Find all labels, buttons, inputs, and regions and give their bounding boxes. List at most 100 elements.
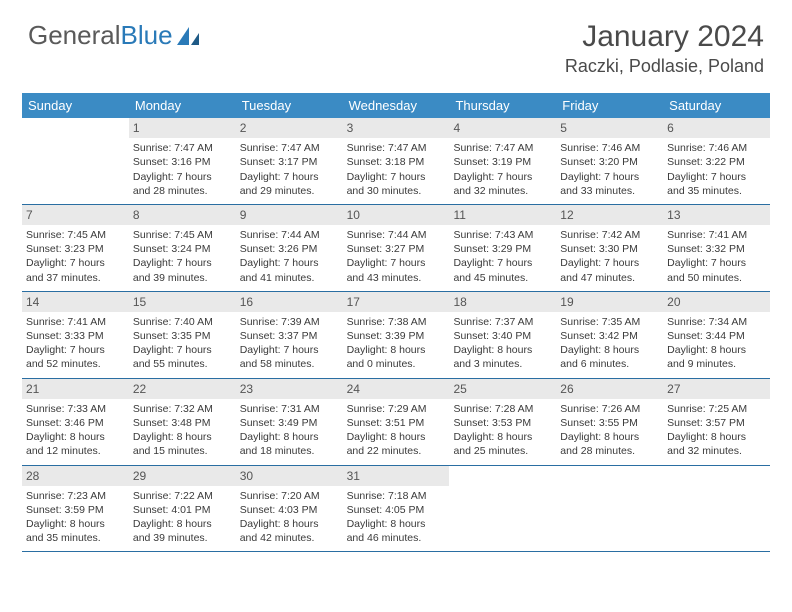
sunset-text: Sunset: 3:27 PM [347,242,446,256]
day-number: 31 [343,466,450,486]
week-row: 7Sunrise: 7:45 AMSunset: 3:23 PMDaylight… [22,205,770,292]
day-cell: 27Sunrise: 7:25 AMSunset: 3:57 PMDayligh… [663,379,770,465]
daylight-text: Daylight: 7 hours and 35 minutes. [667,170,766,198]
sunrise-text: Sunrise: 7:39 AM [240,315,339,329]
sunrise-text: Sunrise: 7:22 AM [133,489,232,503]
sunset-text: Sunset: 3:22 PM [667,155,766,169]
week-row: 1Sunrise: 7:47 AMSunset: 3:16 PMDaylight… [22,118,770,205]
sunset-text: Sunset: 3:18 PM [347,155,446,169]
day-number: 4 [449,118,556,138]
daylight-text: Daylight: 7 hours and 37 minutes. [26,256,125,284]
sunset-text: Sunset: 3:32 PM [667,242,766,256]
day-number: 1 [129,118,236,138]
sunrise-text: Sunrise: 7:34 AM [667,315,766,329]
daylight-text: Daylight: 7 hours and 28 minutes. [133,170,232,198]
daylight-text: Daylight: 8 hours and 32 minutes. [667,430,766,458]
weekday-mon: Monday [129,93,236,118]
sunset-text: Sunset: 3:33 PM [26,329,125,343]
month-title: January 2024 [565,20,764,54]
day-cell: 31Sunrise: 7:18 AMSunset: 4:05 PMDayligh… [343,466,450,552]
day-cell [556,466,663,552]
weekday-sat: Saturday [663,93,770,118]
sunrise-text: Sunrise: 7:33 AM [26,402,125,416]
daylight-text: Daylight: 8 hours and 42 minutes. [240,517,339,545]
day-cell: 17Sunrise: 7:38 AMSunset: 3:39 PMDayligh… [343,292,450,378]
daylight-text: Daylight: 7 hours and 55 minutes. [133,343,232,371]
sunrise-text: Sunrise: 7:25 AM [667,402,766,416]
sunrise-text: Sunrise: 7:31 AM [240,402,339,416]
sunrise-text: Sunrise: 7:37 AM [453,315,552,329]
day-number: 16 [236,292,343,312]
day-number: 7 [22,205,129,225]
daylight-text: Daylight: 8 hours and 6 minutes. [560,343,659,371]
sunrise-text: Sunrise: 7:40 AM [133,315,232,329]
sunset-text: Sunset: 3:51 PM [347,416,446,430]
sunrise-text: Sunrise: 7:26 AM [560,402,659,416]
day-cell: 25Sunrise: 7:28 AMSunset: 3:53 PMDayligh… [449,379,556,465]
sunrise-text: Sunrise: 7:47 AM [347,141,446,155]
daylight-text: Daylight: 7 hours and 45 minutes. [453,256,552,284]
day-cell: 13Sunrise: 7:41 AMSunset: 3:32 PMDayligh… [663,205,770,291]
day-cell: 30Sunrise: 7:20 AMSunset: 4:03 PMDayligh… [236,466,343,552]
sunrise-text: Sunrise: 7:43 AM [453,228,552,242]
daylight-text: Daylight: 7 hours and 30 minutes. [347,170,446,198]
daylight-text: Daylight: 8 hours and 35 minutes. [26,517,125,545]
sunrise-text: Sunrise: 7:44 AM [240,228,339,242]
sunset-text: Sunset: 3:40 PM [453,329,552,343]
day-number: 2 [236,118,343,138]
day-number: 19 [556,292,663,312]
weekday-thu: Thursday [449,93,556,118]
sunrise-text: Sunrise: 7:42 AM [560,228,659,242]
daylight-text: Daylight: 8 hours and 39 minutes. [133,517,232,545]
weekday-sun: Sunday [22,93,129,118]
day-cell: 19Sunrise: 7:35 AMSunset: 3:42 PMDayligh… [556,292,663,378]
location: Raczki, Podlasie, Poland [565,56,764,77]
day-number: 14 [22,292,129,312]
day-cell: 20Sunrise: 7:34 AMSunset: 3:44 PMDayligh… [663,292,770,378]
day-cell: 8Sunrise: 7:45 AMSunset: 3:24 PMDaylight… [129,205,236,291]
sunset-text: Sunset: 3:55 PM [560,416,659,430]
logo-text-blue: Blue [121,20,173,51]
daylight-text: Daylight: 7 hours and 41 minutes. [240,256,339,284]
logo-sail-icon [175,25,201,47]
sunset-text: Sunset: 3:42 PM [560,329,659,343]
day-number: 18 [449,292,556,312]
daylight-text: Daylight: 8 hours and 28 minutes. [560,430,659,458]
sunrise-text: Sunrise: 7:41 AM [667,228,766,242]
week-row: 21Sunrise: 7:33 AMSunset: 3:46 PMDayligh… [22,379,770,466]
daylight-text: Daylight: 8 hours and 15 minutes. [133,430,232,458]
sunrise-text: Sunrise: 7:47 AM [133,141,232,155]
sunset-text: Sunset: 3:59 PM [26,503,125,517]
day-number: 23 [236,379,343,399]
sunset-text: Sunset: 3:19 PM [453,155,552,169]
day-cell: 18Sunrise: 7:37 AMSunset: 3:40 PMDayligh… [449,292,556,378]
day-number: 24 [343,379,450,399]
day-number: 30 [236,466,343,486]
sunset-text: Sunset: 3:20 PM [560,155,659,169]
day-number: 29 [129,466,236,486]
sunrise-text: Sunrise: 7:45 AM [133,228,232,242]
daylight-text: Daylight: 7 hours and 29 minutes. [240,170,339,198]
day-number: 25 [449,379,556,399]
day-cell: 4Sunrise: 7:47 AMSunset: 3:19 PMDaylight… [449,118,556,204]
day-cell: 7Sunrise: 7:45 AMSunset: 3:23 PMDaylight… [22,205,129,291]
daylight-text: Daylight: 7 hours and 52 minutes. [26,343,125,371]
sunrise-text: Sunrise: 7:47 AM [453,141,552,155]
day-cell: 10Sunrise: 7:44 AMSunset: 3:27 PMDayligh… [343,205,450,291]
day-cell: 24Sunrise: 7:29 AMSunset: 3:51 PMDayligh… [343,379,450,465]
sunset-text: Sunset: 3:53 PM [453,416,552,430]
week-row: 28Sunrise: 7:23 AMSunset: 3:59 PMDayligh… [22,466,770,553]
day-number: 28 [22,466,129,486]
sunset-text: Sunset: 3:39 PM [347,329,446,343]
daylight-text: Daylight: 7 hours and 39 minutes. [133,256,232,284]
day-cell: 14Sunrise: 7:41 AMSunset: 3:33 PMDayligh… [22,292,129,378]
daylight-text: Daylight: 8 hours and 25 minutes. [453,430,552,458]
day-number: 20 [663,292,770,312]
sunset-text: Sunset: 3:23 PM [26,242,125,256]
daylight-text: Daylight: 8 hours and 9 minutes. [667,343,766,371]
daylight-text: Daylight: 8 hours and 0 minutes. [347,343,446,371]
day-number: 15 [129,292,236,312]
sunrise-text: Sunrise: 7:32 AM [133,402,232,416]
sunrise-text: Sunrise: 7:29 AM [347,402,446,416]
day-number: 17 [343,292,450,312]
